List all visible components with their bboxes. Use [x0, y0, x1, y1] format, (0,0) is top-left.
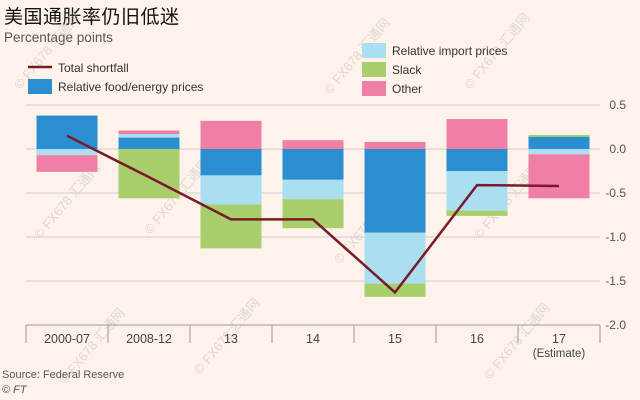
y-tick-label: -0.5: [605, 186, 626, 200]
legend-item: Relative food/energy prices: [28, 79, 203, 94]
y-tick-label: -1.0: [605, 230, 626, 244]
bar-segment-import_prices: [36, 149, 98, 156]
bar-segment-other: [200, 120, 262, 149]
bar-segment-slack: [446, 210, 508, 216]
bar-segment-other: [528, 154, 590, 199]
bar-segment-slack: [200, 204, 262, 249]
credit-note: © FT: [2, 384, 27, 396]
x-tick-label: 2008-12: [126, 332, 172, 346]
x-tick-label: 17: [552, 332, 566, 346]
chart-subtitle: Percentage points: [4, 30, 113, 45]
bar-segment-food_energy: [446, 149, 508, 171]
legend-item: Slack: [362, 62, 422, 77]
x-tick-sublabel: (Estimate): [533, 348, 586, 360]
legend-label: Relative food/energy prices: [58, 80, 203, 94]
y-tick-label: 0.0: [609, 142, 626, 156]
bar-segment-food_energy: [118, 137, 180, 149]
bar-segment-food_energy: [200, 149, 262, 176]
bar-segment-import_prices: [446, 171, 508, 211]
bar-segment-other: [36, 155, 98, 172]
legend-item: Other: [362, 81, 422, 96]
y-tick-label: 0.5: [609, 98, 626, 112]
bar-segment-slack: [528, 134, 590, 137]
bar-segment-import_prices: [364, 232, 426, 284]
legend-swatch-import_prices: [362, 43, 386, 58]
bar-segment-slack: [282, 199, 344, 229]
bar-segment-food_energy: [282, 149, 344, 180]
legend-label: Other: [392, 82, 422, 96]
legend-item: Relative import prices: [362, 43, 507, 58]
bar-segment-import_prices: [282, 179, 344, 200]
source-note: Source: Federal Reserve: [2, 369, 125, 381]
bar-segment-other: [282, 140, 344, 149]
bar-segment-import_prices: [528, 149, 590, 155]
legend-label: Slack: [392, 63, 422, 77]
x-tick-label: 15: [388, 332, 402, 346]
y-tick-label: -2.0: [605, 318, 626, 332]
bar-segment-food_energy: [36, 115, 98, 149]
x-tick-label: 16: [470, 332, 484, 346]
bar-segment-food_energy: [528, 136, 590, 149]
legend-label: Relative import prices: [392, 44, 507, 58]
bar-segment-import_prices: [200, 175, 262, 205]
legend-swatch-other: [362, 81, 386, 96]
bar-segment-other: [118, 130, 180, 135]
bar-segment-other: [446, 119, 508, 149]
x-tick-label: 2000-07: [44, 332, 90, 346]
bar-segment-food_energy: [364, 149, 426, 233]
watermark-text: © FX678 汇通网: [481, 300, 553, 382]
watermark-text: © FX678 汇通网: [31, 160, 103, 242]
bar-segment-slack: [118, 149, 180, 199]
chart-title: 美国通胀率仍旧低迷: [4, 6, 180, 28]
bar-segment-slack: [364, 283, 426, 297]
x-tick-label: 14: [306, 332, 320, 346]
bar-segment-other: [364, 141, 426, 149]
legend-item: Total shortfall: [28, 61, 129, 75]
bar-segment-import_prices: [118, 134, 180, 138]
x-tick-label: 13: [224, 332, 238, 346]
legend-label: Total shortfall: [58, 61, 129, 75]
legend-swatch-food_energy: [28, 79, 52, 94]
legend-swatch-slack: [362, 62, 386, 77]
y-tick-label: -1.5: [605, 274, 626, 288]
